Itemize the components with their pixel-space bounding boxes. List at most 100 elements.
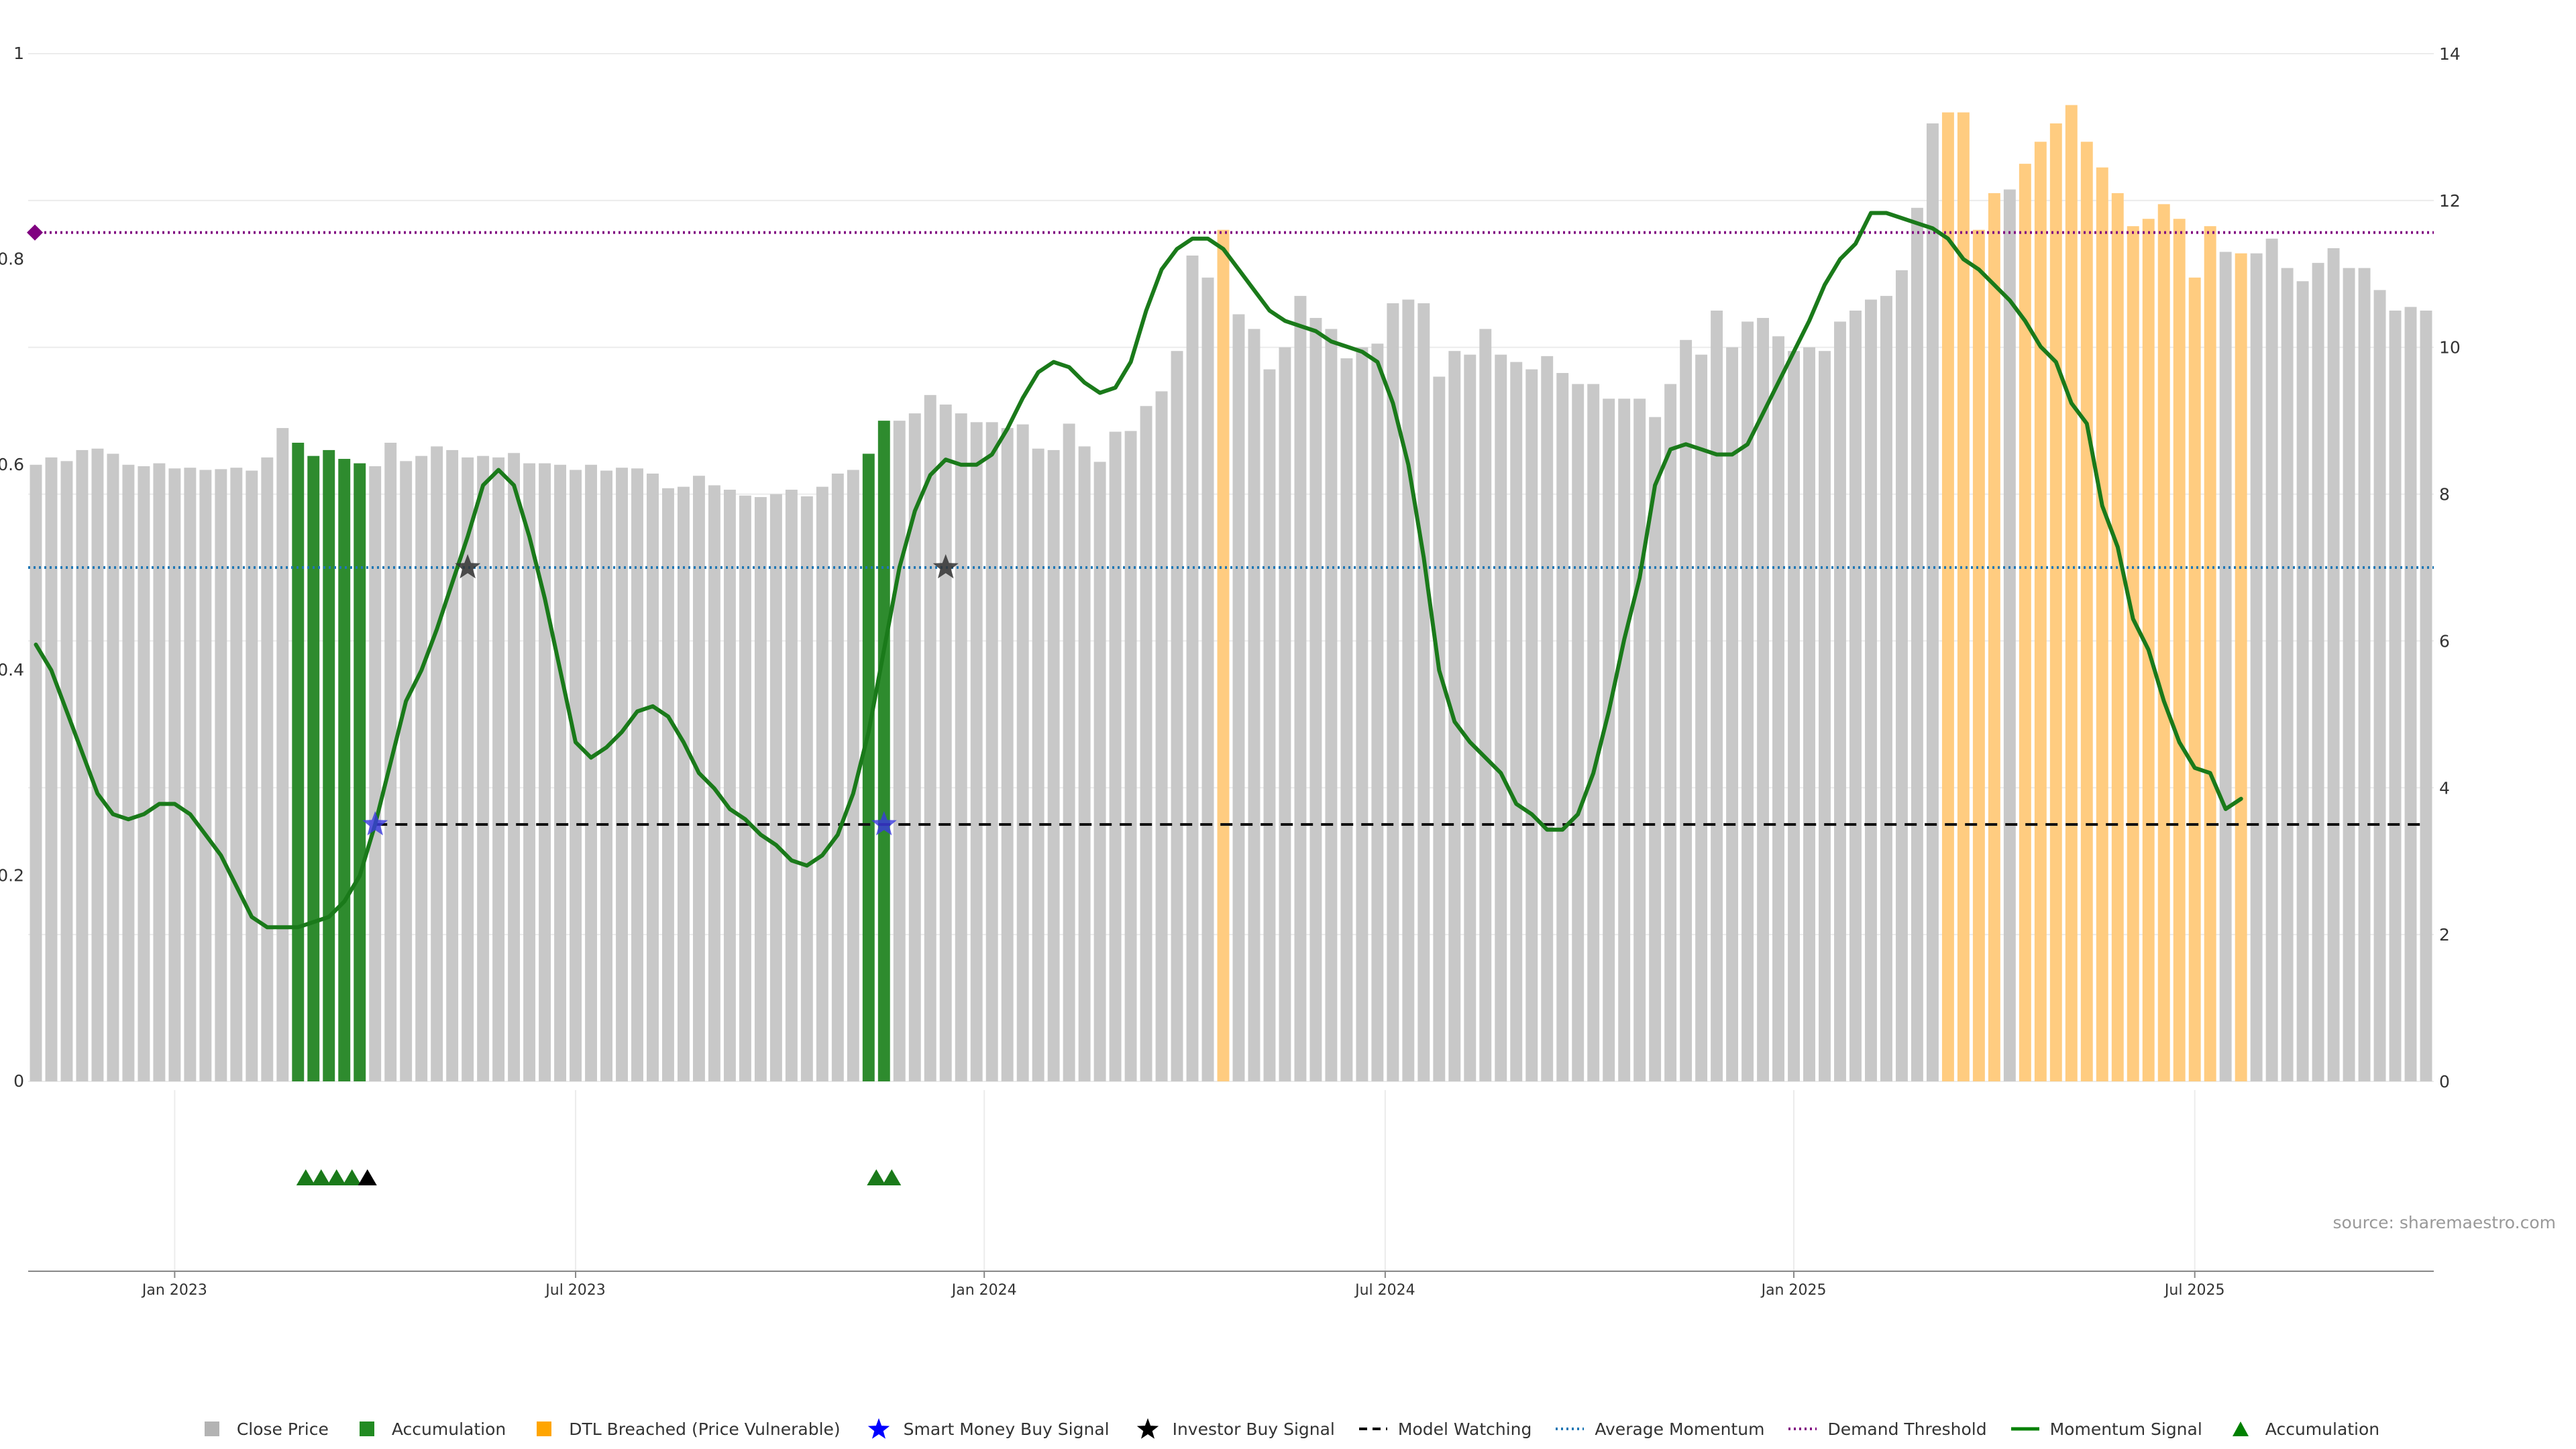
- close-price-bar: [1001, 428, 1014, 1081]
- legend-label: Accumulation: [2265, 1419, 2380, 1439]
- close-price-bar: [539, 463, 551, 1081]
- close-price-bar: [199, 470, 212, 1081]
- dtl-breached-bar: [2127, 226, 2139, 1082]
- x-tick-label: Jul 2023: [544, 1282, 606, 1299]
- close-price-bar: [1356, 347, 1368, 1081]
- x-tick-label: Jan 2025: [1760, 1282, 1827, 1299]
- close-price-bar: [1479, 329, 1492, 1081]
- x-tick-label: Jan 2023: [141, 1282, 207, 1299]
- legend-item: Accumulation: [2225, 1417, 2379, 1440]
- dtl-breached-bar: [2235, 253, 2247, 1081]
- close-price-bar: [816, 486, 828, 1081]
- close-price-bar: [2358, 268, 2371, 1081]
- dtl-breached-bar: [2188, 277, 2201, 1082]
- close-price-bar: [2389, 311, 2402, 1081]
- close-price-bar: [662, 488, 674, 1081]
- smart-money-buy-star: [871, 811, 897, 836]
- legend-label: Momentum Signal: [2049, 1419, 2202, 1439]
- dtl-breached-bar: [2080, 142, 2093, 1081]
- close-price-bar: [1695, 354, 1708, 1081]
- signal-markers: [27, 224, 959, 1185]
- legend-label: Model Watching: [1397, 1419, 1532, 1439]
- grid-lines: [28, 53, 2434, 1271]
- close-price-bar: [1464, 354, 1477, 1081]
- accumulation-triangle: [882, 1169, 902, 1185]
- close-price-bar: [1201, 277, 1214, 1082]
- close-price-bar: [1078, 446, 1091, 1081]
- close-price-bar: [261, 457, 274, 1081]
- close-price-bar: [431, 446, 443, 1081]
- close-price-bar: [754, 496, 767, 1081]
- close-price-bar: [1819, 351, 1831, 1081]
- close-price-bar: [1340, 358, 1353, 1081]
- legend-label: Investor Buy Signal: [1172, 1419, 1335, 1439]
- close-price-bar: [276, 428, 289, 1081]
- close-price-bar: [1525, 369, 1538, 1081]
- left-axis-tick-label: 0.4: [0, 660, 24, 680]
- legend-swatch-square: [204, 1421, 219, 1436]
- x-tick-label: Jan 2024: [951, 1282, 1017, 1299]
- left-axis-tick-label: 0.8: [0, 249, 24, 268]
- dtl-breached-bar: [1957, 112, 1970, 1082]
- close-price-bar: [60, 461, 73, 1081]
- dtl-breached-bar: [2111, 193, 2124, 1081]
- right-axis-tick-label: 10: [2439, 338, 2461, 358]
- legend-swatch-star: [1136, 1418, 1159, 1439]
- close-price-bar: [1171, 351, 1183, 1081]
- chart-legend: Close Price Accumulation DTL Breached (Pri…: [0, 1409, 2576, 1449]
- legend-swatch-dot: [1556, 1428, 1585, 1430]
- momentum-signal-line: [34, 211, 2243, 930]
- accumulation-bar: [338, 459, 351, 1081]
- reference-lines: [28, 231, 2434, 826]
- close-price-bar: [847, 470, 859, 1081]
- close-price-bar: [677, 486, 690, 1081]
- close-price-bar: [1603, 398, 1615, 1081]
- legend-swatch-dash: [1358, 1428, 1387, 1430]
- close-price-bar: [1772, 336, 1785, 1081]
- dtl-breached-bar: [2065, 105, 2078, 1082]
- close-price-bar: [168, 468, 181, 1081]
- legend-label: DTL Breached (Price Vulnerable): [569, 1419, 841, 1439]
- close-price-bar: [91, 448, 104, 1081]
- close-price-bar: [1880, 296, 1892, 1082]
- dtl-breached-bar: [2096, 167, 2108, 1082]
- accumulation-triangle: [296, 1169, 315, 1185]
- close-price-bar: [955, 413, 967, 1081]
- close-price-bar: [30, 464, 42, 1081]
- legend-item: DTL Breached (Price Vulnerable): [529, 1417, 841, 1440]
- legend-item: Accumulation: [352, 1417, 506, 1440]
- legend-item: Investor Buy Signal: [1132, 1417, 1335, 1440]
- close-price-bar: [230, 468, 243, 1081]
- close-price-bar: [400, 461, 413, 1081]
- investor-buy-star: [932, 554, 959, 579]
- close-price-bar: [1093, 462, 1106, 1081]
- close-price-bar: [1803, 347, 1815, 1081]
- dtl-breached-bar: [2204, 226, 2216, 1082]
- legend-swatch-dot: [1788, 1428, 1817, 1430]
- right-axis-tick-label: 14: [2439, 44, 2461, 64]
- close-price-bar: [122, 464, 135, 1081]
- close-price-bar: [1649, 417, 1662, 1081]
- close-price-bar: [647, 473, 659, 1081]
- close-price-bar: [523, 463, 536, 1081]
- legend-item: Demand Threshold: [1787, 1417, 1987, 1440]
- momentum-signal-line: [34, 211, 2243, 930]
- right-axis-tick-label: 6: [2439, 631, 2450, 651]
- close-price-bar: [2265, 238, 2278, 1081]
- close-price-bar: [970, 422, 983, 1081]
- legend-item: Momentum Signal: [2010, 1417, 2202, 1440]
- source-label: source: sharemaestro.com: [2332, 1213, 2557, 1232]
- close-price-bar: [107, 453, 119, 1081]
- close-price-bar: [415, 455, 428, 1081]
- close-price-bar: [1757, 317, 1770, 1081]
- accumulation-bar: [292, 442, 305, 1081]
- close-price-bar: [708, 485, 720, 1081]
- close-price-bar: [1232, 314, 1245, 1081]
- close-price-bar: [692, 476, 705, 1081]
- close-price-bar: [785, 490, 798, 1081]
- close-price-bar: [1788, 351, 1800, 1081]
- axes: Jan 2023 Jul 2023 Jan 2024 Jul 2024 Jan 2025…: [0, 44, 2461, 1299]
- left-axis-tick-label: 0.2: [0, 866, 24, 885]
- close-price-bar: [1186, 255, 1199, 1081]
- dtl-breached-bar: [1988, 193, 2000, 1081]
